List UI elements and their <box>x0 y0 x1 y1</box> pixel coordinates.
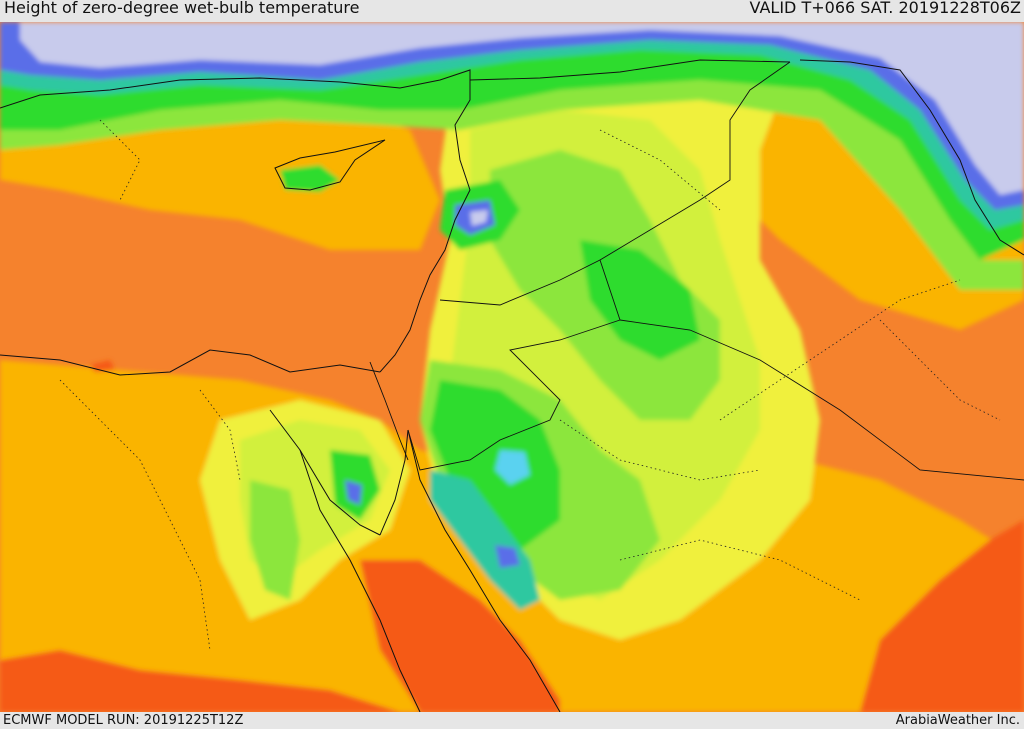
coastlines <box>0 59 1024 712</box>
field-hot-red-sea <box>360 560 560 712</box>
border-syria-turkey <box>469 59 791 81</box>
model-run: ECMWF MODEL RUN: 20191225T12Z <box>3 713 244 728</box>
border-iraq-saudi <box>619 319 1024 481</box>
coast-sinai-east <box>379 429 409 536</box>
map-footer: ECMWF MODEL RUN: 20191225T12Z ArabiaWeat… <box>0 712 1024 729</box>
coast-turkey <box>0 69 471 191</box>
field-green-cyprus <box>280 165 340 192</box>
border-syria-iraq <box>599 61 791 261</box>
field-blue-sinai <box>345 480 362 505</box>
coast-gulf <box>799 59 1024 256</box>
field-very-low-lebanon <box>470 210 488 226</box>
border-jordan-saudi <box>407 319 621 471</box>
field-blue-turkey <box>0 22 1024 210</box>
field-hot-sudan <box>0 650 400 712</box>
field-very-low-turkey <box>20 22 1024 195</box>
coast-red-sea-west <box>299 449 421 712</box>
field-green-turkey <box>0 40 1024 260</box>
weather-map[interactable] <box>0 22 1024 712</box>
field-teal-hejaz <box>430 470 540 610</box>
field-cyan-spot <box>495 450 530 485</box>
coast-levant <box>379 189 471 373</box>
valid-time: VALID T+066 SAT. 20191228T06Z <box>749 0 1021 17</box>
coast-egypt <box>0 349 381 376</box>
coast-red-sea-east <box>407 429 561 712</box>
field-green-jordan <box>580 240 700 360</box>
coast-cyprus <box>274 139 386 191</box>
field-blue-spot-hejaz <box>495 545 520 568</box>
map-header: Height of zero-degree wet-bulb temperatu… <box>0 0 1024 22</box>
field-green-eastern-desert <box>250 480 300 600</box>
borders <box>369 59 1024 481</box>
border-syria-jordan <box>439 259 621 321</box>
field-hot-gulf <box>860 520 1024 712</box>
border-egypt-israel <box>369 361 409 461</box>
admin-boundaries <box>59 119 1001 651</box>
coast-sinai-west <box>269 409 381 536</box>
map-title: Height of zero-degree wet-bulb temperatu… <box>4 0 360 17</box>
credit-label: ArabiaWeather Inc. <box>895 713 1020 728</box>
field-green-saudi <box>430 380 560 550</box>
